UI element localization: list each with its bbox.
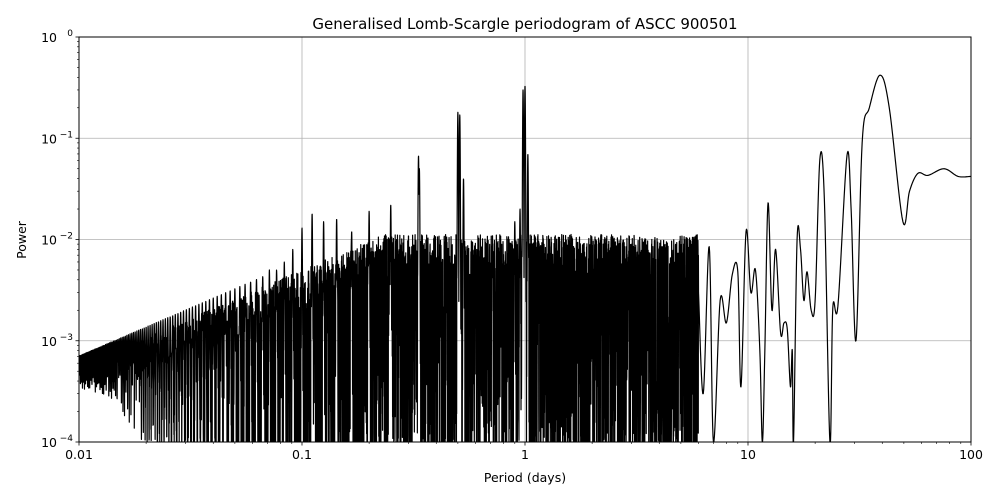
- y-tick-label: 10: [41, 131, 57, 146]
- x-tick-label: 1: [521, 447, 529, 462]
- y-tick-exponent: −1: [60, 130, 73, 140]
- y-tick-label: 10: [41, 334, 57, 349]
- y-tick-label: 10: [41, 435, 57, 450]
- y-tick-exponent: 0: [67, 29, 73, 39]
- x-tick-label: 0.01: [65, 447, 93, 462]
- y-tick-exponent: −4: [60, 434, 74, 444]
- x-tick-label: 0.1: [292, 447, 312, 462]
- y-tick-exponent: −3: [60, 333, 73, 343]
- y-axis-label: Power: [14, 220, 29, 259]
- y-tick-label: 10: [41, 233, 57, 248]
- x-tick-label: 100: [959, 447, 983, 462]
- periodogram-line: [79, 74, 971, 442]
- x-axis-label: Period (days): [484, 470, 566, 485]
- x-tick-label: 10: [740, 447, 756, 462]
- y-tick-exponent: −2: [60, 232, 73, 242]
- y-tick-label: 10: [41, 30, 57, 45]
- chart-title: Generalised Lomb-Scargle periodogram of …: [312, 15, 737, 33]
